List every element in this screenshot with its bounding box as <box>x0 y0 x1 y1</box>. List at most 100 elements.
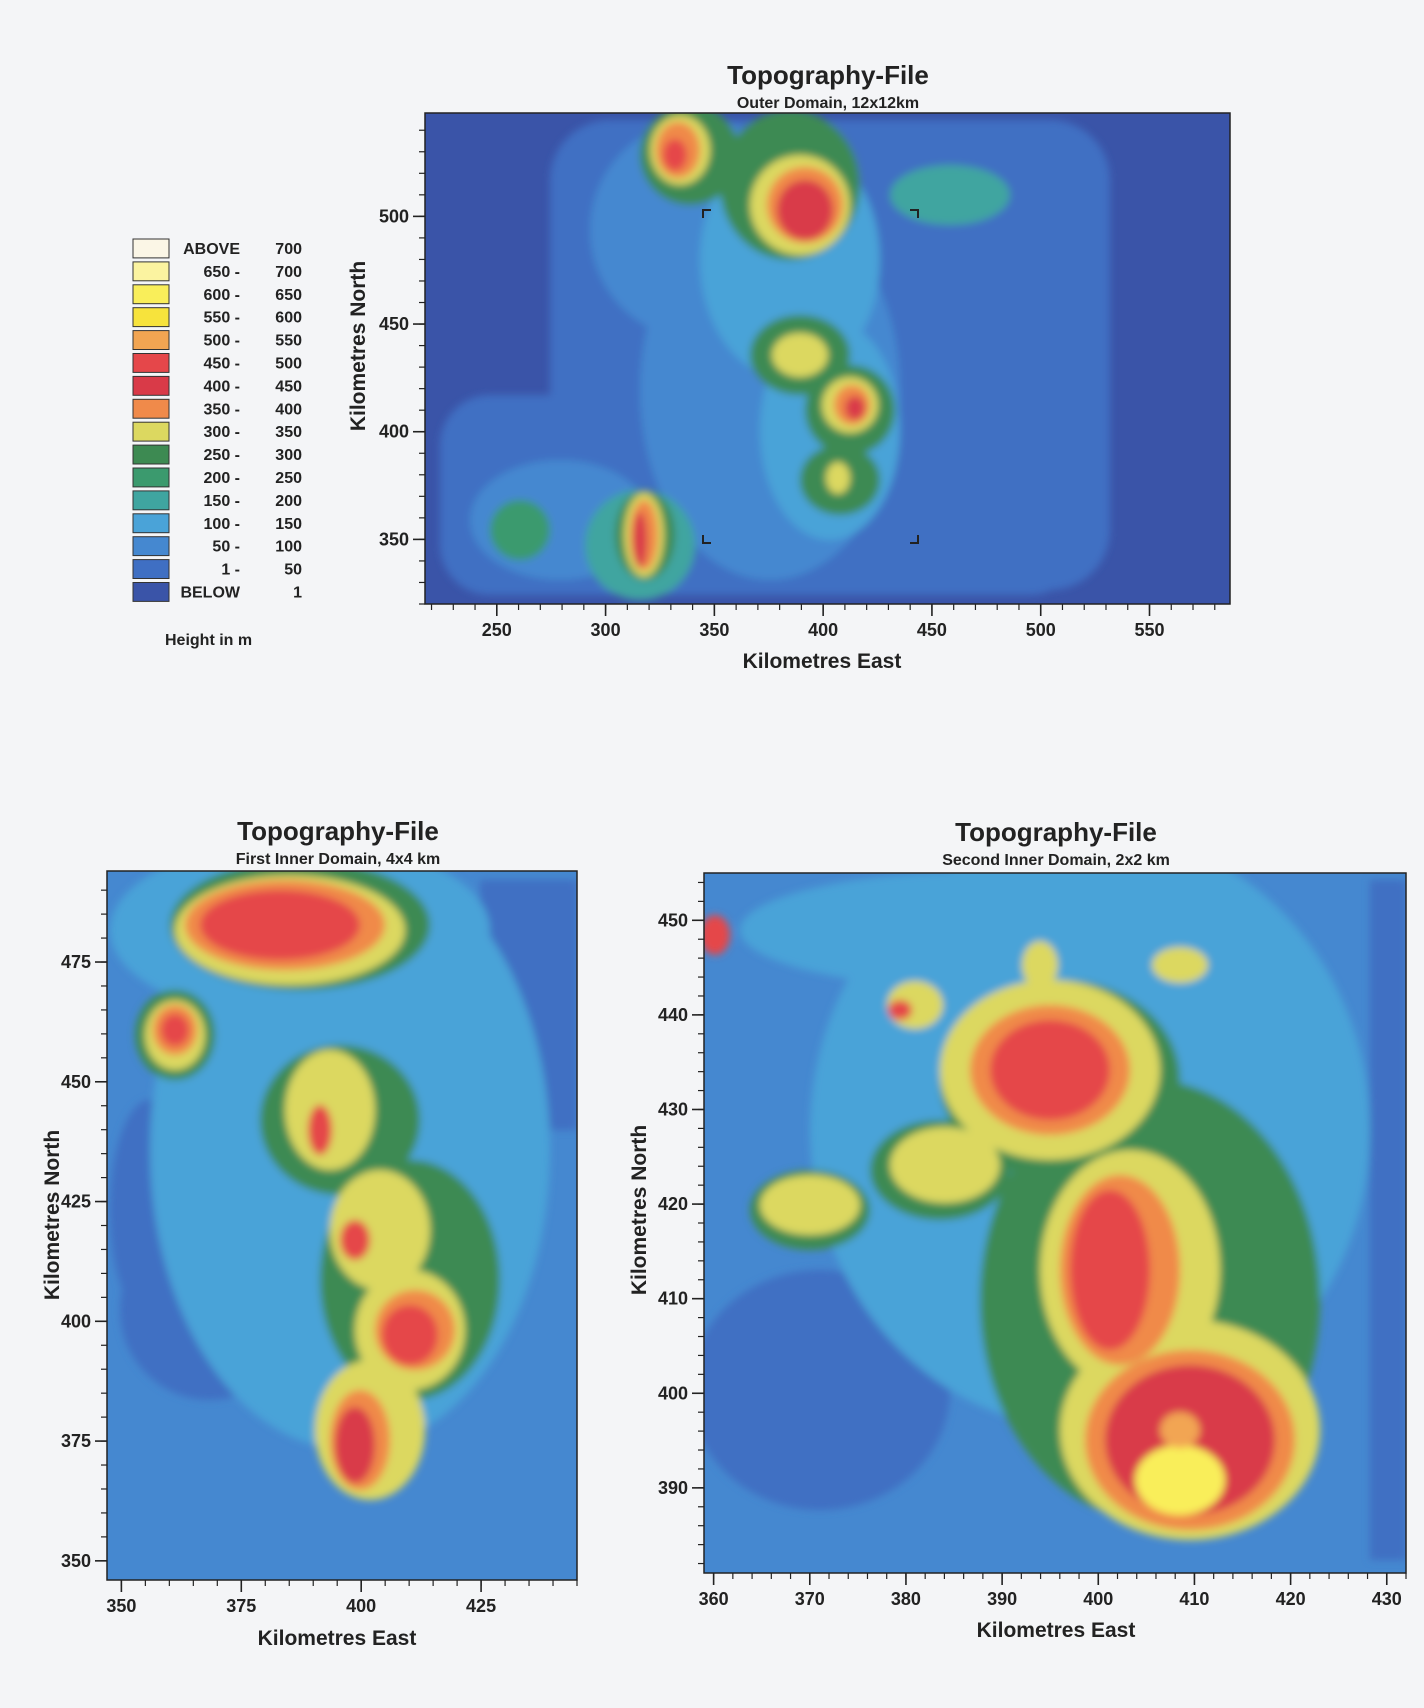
x-tick-label: 360 <box>699 1589 729 1609</box>
panel-first-inner-domain: Topography-File First Inner Domain, 4x4 … <box>41 816 578 1650</box>
legend-swatch <box>132 261 170 282</box>
legend: ABOVE 700 650 - 700 600 - 650 550 - 600 500 - 550… <box>132 238 302 602</box>
y-tick-label: 410 <box>658 1289 688 1309</box>
legend-label-right: 650 <box>275 287 302 304</box>
heatmap-second-inner <box>704 873 1406 1573</box>
y-tick-label: 450 <box>658 910 688 930</box>
legend-label-left: BELOW <box>180 585 240 602</box>
legend-label-left: 250 - <box>204 447 240 464</box>
legend-label-right: 300 <box>275 447 302 464</box>
y-tick-label: 350 <box>379 529 409 549</box>
x-tick-label: 425 <box>466 1596 496 1616</box>
y-tick-label: 430 <box>658 1099 688 1119</box>
axis-ticks-first-inner: 350 375 400 425 350 375 400 425 450 475 <box>61 889 578 1616</box>
heatmap-first-inner <box>107 871 577 1580</box>
legend-label-left: 600 - <box>204 287 240 304</box>
x-tick-label: 350 <box>699 620 729 640</box>
x-axis-label: Kilometres East <box>977 1619 1136 1642</box>
chart-title: Topography-File <box>237 816 439 846</box>
legend-swatch <box>132 307 170 328</box>
legend-label-right: 700 <box>275 264 302 281</box>
x-axis-label: Kilometres East <box>743 650 902 673</box>
y-tick-label: 475 <box>61 952 91 972</box>
panel-second-inner-domain: Topography-File Second Inner Domain, 2x2… <box>628 817 1407 1642</box>
heatmap-outer <box>425 113 1230 604</box>
chart-title: Topography-File <box>727 60 929 90</box>
y-tick-label: 350 <box>61 1551 91 1571</box>
legend-label-right: 150 <box>275 516 302 533</box>
legend-label-right: 250 <box>275 470 302 487</box>
x-tick-label: 380 <box>891 1589 921 1609</box>
legend-label-right: 200 <box>275 493 302 510</box>
legend-label-left: ABOVE <box>183 241 240 258</box>
legend-label-left: 450 - <box>204 356 240 373</box>
x-tick-label: 300 <box>591 620 621 640</box>
x-tick-label: 370 <box>795 1589 825 1609</box>
legend-swatch <box>132 375 170 396</box>
x-tick-label: 250 <box>482 620 512 640</box>
panel-outer-domain: Topography-File Outer Domain, 12x12km <box>347 60 1231 673</box>
legend-label-left: 150 - <box>204 493 240 510</box>
legend-label-left: 550 - <box>204 310 240 327</box>
legend-swatch <box>132 398 170 419</box>
legend-label-right: 50 <box>284 562 302 579</box>
x-tick-label: 410 <box>1179 1589 1209 1609</box>
x-tick-label: 400 <box>1083 1589 1113 1609</box>
legend-label-left: 650 - <box>204 264 240 281</box>
y-axis-label: Kilometres North <box>628 1125 651 1295</box>
y-tick-label: 450 <box>61 1072 91 1092</box>
x-tick-label: 350 <box>106 1596 136 1616</box>
y-tick-label: 400 <box>61 1311 91 1331</box>
legend-swatch <box>132 582 170 602</box>
legend-label-left: 400 - <box>204 378 240 395</box>
y-tick-label: 375 <box>61 1431 91 1451</box>
x-tick-label: 400 <box>346 1596 376 1616</box>
y-tick-label: 440 <box>658 1005 688 1025</box>
x-axis-label: Kilometres East <box>258 1627 417 1650</box>
legend-label-right: 100 <box>275 539 302 556</box>
legend-swatch <box>132 444 170 465</box>
legend-swatch <box>132 330 170 351</box>
legend-label-right: 550 <box>275 333 302 350</box>
inner-domain-marker <box>702 209 919 544</box>
legend-swatch <box>132 536 170 557</box>
y-tick-label: 420 <box>658 1194 688 1214</box>
legend-swatch <box>132 490 170 511</box>
legend-label-left: 50 - <box>212 539 240 556</box>
y-tick-label: 500 <box>379 206 409 226</box>
chart-subtitle: Second Inner Domain, 2x2 km <box>942 852 1170 869</box>
legend-title: Height in m <box>165 632 252 649</box>
y-tick-label: 390 <box>658 1478 688 1498</box>
y-tick-label: 400 <box>658 1383 688 1403</box>
legend-swatch <box>132 513 170 534</box>
legend-label-right: 600 <box>275 310 302 327</box>
legend-label-left: 1 - <box>221 562 240 579</box>
legend-swatch <box>132 284 170 305</box>
legend-swatch <box>132 467 170 488</box>
chart-subtitle: Outer Domain, 12x12km <box>737 95 919 112</box>
legend-label-right: 1 <box>293 585 302 602</box>
legend-label-right: 350 <box>275 424 302 441</box>
x-tick-label: 420 <box>1276 1589 1306 1609</box>
legend-label-right: 400 <box>275 401 302 418</box>
axis-ticks-second-inner: 360 370 380 390 400 410 420 430 390 400 410 420 430 4… <box>658 881 1407 1609</box>
legend-swatch <box>132 238 170 259</box>
legend-label-right: 450 <box>275 378 302 395</box>
x-tick-label: 550 <box>1134 620 1164 640</box>
y-tick-label: 425 <box>61 1192 91 1212</box>
chart-title: Topography-File <box>955 817 1157 847</box>
legend-swatch <box>132 353 170 373</box>
plot-frame <box>424 112 1231 605</box>
y-axis-label: Kilometres North <box>41 1130 64 1300</box>
legend-label-left: 350 - <box>204 401 240 418</box>
legend-label-left: 500 - <box>204 333 240 350</box>
legend-label-right: 700 <box>275 241 302 258</box>
legend-label-left: 300 - <box>204 424 240 441</box>
y-tick-label: 450 <box>379 314 409 334</box>
x-tick-label: 450 <box>917 620 947 640</box>
legend-label-left: 100 - <box>204 516 240 533</box>
x-tick-label: 500 <box>1026 620 1056 640</box>
legend-label-right: 500 <box>275 356 302 373</box>
legend-swatch <box>132 421 170 442</box>
